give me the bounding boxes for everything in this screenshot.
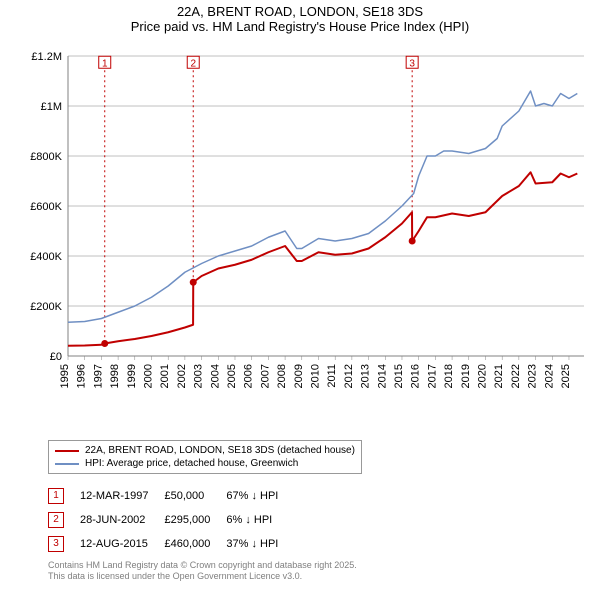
svg-text:2019: 2019 — [460, 364, 472, 388]
svg-text:2009: 2009 — [293, 364, 305, 388]
svg-text:2010: 2010 — [309, 364, 321, 388]
svg-text:2023: 2023 — [527, 364, 539, 388]
svg-text:2020: 2020 — [476, 364, 488, 388]
legend-row: HPI: Average price, detached house, Gree… — [55, 457, 355, 470]
svg-text:£1.2M: £1.2M — [31, 51, 62, 63]
svg-text:1: 1 — [102, 58, 108, 69]
legend-label: HPI: Average price, detached house, Gree… — [85, 457, 298, 470]
sale-date: 28-JUN-2002 — [80, 508, 164, 532]
svg-text:2004: 2004 — [209, 364, 221, 388]
svg-text:1996: 1996 — [76, 364, 88, 388]
svg-text:2012: 2012 — [343, 364, 355, 388]
table-row: 2 28-JUN-2002£295,0006% ↓ HPI — [48, 508, 294, 532]
svg-text:2013: 2013 — [360, 364, 372, 388]
footnote-line1: Contains HM Land Registry data © Crown c… — [48, 560, 357, 571]
svg-text:2005: 2005 — [226, 364, 238, 388]
footnote: Contains HM Land Registry data © Crown c… — [48, 560, 357, 582]
legend: 22A, BRENT ROAD, LONDON, SE18 3DS (detac… — [48, 440, 362, 474]
svg-text:2006: 2006 — [243, 364, 255, 388]
legend-swatch — [55, 463, 79, 465]
svg-text:1995: 1995 — [59, 364, 71, 388]
svg-text:2022: 2022 — [510, 364, 522, 388]
svg-text:£200K: £200K — [30, 301, 62, 313]
svg-text:2: 2 — [190, 58, 196, 69]
sale-date: 12-MAR-1997 — [80, 484, 164, 508]
svg-text:3: 3 — [409, 58, 415, 69]
legend-swatch — [55, 450, 79, 452]
chart: £0 £200K £400K £600K £800K £1M £1.2M 1995 1996 19… — [28, 46, 590, 396]
svg-text:£1M: £1M — [41, 101, 62, 113]
sale-delta: 37% ↓ HPI — [226, 532, 294, 556]
legend-label: 22A, BRENT ROAD, LONDON, SE18 3DS (detac… — [85, 444, 355, 457]
svg-text:2002: 2002 — [176, 364, 188, 388]
svg-text:£600K: £600K — [30, 201, 62, 213]
svg-text:£400K: £400K — [30, 251, 62, 263]
svg-text:2014: 2014 — [376, 364, 388, 388]
svg-text:2001: 2001 — [159, 364, 171, 388]
chart-svg: £0 £200K £400K £600K £800K £1M £1.2M 1995 1996 19… — [28, 46, 590, 396]
svg-text:2016: 2016 — [410, 364, 422, 388]
sale-date: 12-AUG-2015 — [80, 532, 164, 556]
sale-delta: 67% ↓ HPI — [226, 484, 294, 508]
chart-title: 22A, BRENT ROAD, LONDON, SE18 3DS Price … — [0, 0, 600, 34]
svg-text:£0: £0 — [50, 351, 62, 363]
svg-text:2007: 2007 — [259, 364, 271, 388]
sale-marker: 1 — [48, 488, 64, 504]
sale-marker: 2 — [48, 512, 64, 528]
sales-table: 1 12-MAR-1997£50,00067% ↓ HPI 2 28-JUN-2002… — [48, 484, 294, 556]
svg-text:2015: 2015 — [393, 364, 405, 388]
sale-marker: 3 — [48, 536, 64, 552]
sale-price: £295,000 — [164, 508, 226, 532]
footnote-line2: This data is licensed under the Open Gov… — [48, 571, 357, 582]
title-line2: Price paid vs. HM Land Registry's House … — [0, 19, 600, 34]
svg-text:1999: 1999 — [126, 364, 138, 388]
svg-text:2003: 2003 — [193, 364, 205, 388]
title-line1: 22A, BRENT ROAD, LONDON, SE18 3DS — [0, 4, 600, 19]
svg-text:2011: 2011 — [326, 364, 338, 388]
svg-text:2000: 2000 — [142, 364, 154, 388]
svg-text:1998: 1998 — [109, 364, 121, 388]
sale-delta: 6% ↓ HPI — [226, 508, 294, 532]
sale-price: £50,000 — [164, 484, 226, 508]
svg-text:1997: 1997 — [92, 364, 104, 388]
svg-text:2025: 2025 — [560, 364, 572, 388]
svg-text:2021: 2021 — [493, 364, 505, 388]
svg-text:2024: 2024 — [543, 364, 555, 388]
svg-text:2017: 2017 — [426, 364, 438, 388]
table-row: 1 12-MAR-1997£50,00067% ↓ HPI — [48, 484, 294, 508]
svg-text:2008: 2008 — [276, 364, 288, 388]
table-row: 3 12-AUG-2015£460,00037% ↓ HPI — [48, 532, 294, 556]
svg-text:£800K: £800K — [30, 151, 62, 163]
sale-price: £460,000 — [164, 532, 226, 556]
legend-row: 22A, BRENT ROAD, LONDON, SE18 3DS (detac… — [55, 444, 355, 457]
svg-text:2018: 2018 — [443, 364, 455, 388]
